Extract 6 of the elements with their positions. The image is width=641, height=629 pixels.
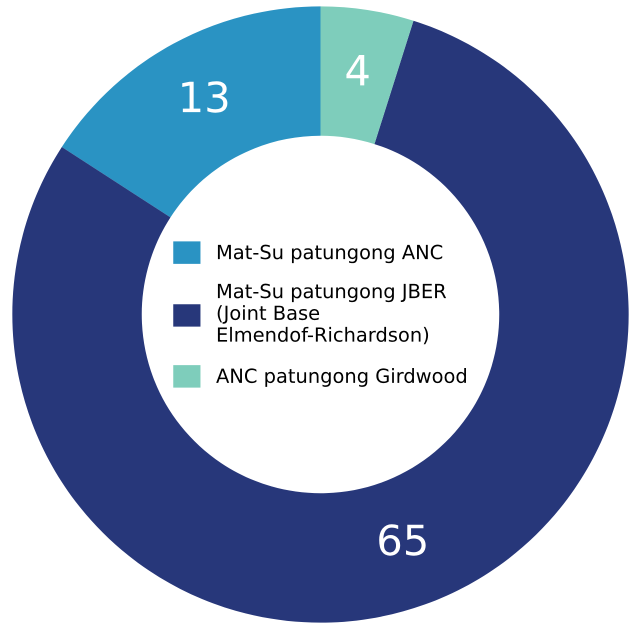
legend-label: ANC patungong Girdwood [216,368,466,387]
data-label: 65 [379,524,426,556]
data-label: 4 [346,55,369,86]
data-label: 13 [182,81,228,113]
legend-label: Mat-Su patungong ANC [218,244,442,264]
legend-label: Mat-Su patungong JBER (Joint Base Elmendof-Richardson) [218,284,446,344]
